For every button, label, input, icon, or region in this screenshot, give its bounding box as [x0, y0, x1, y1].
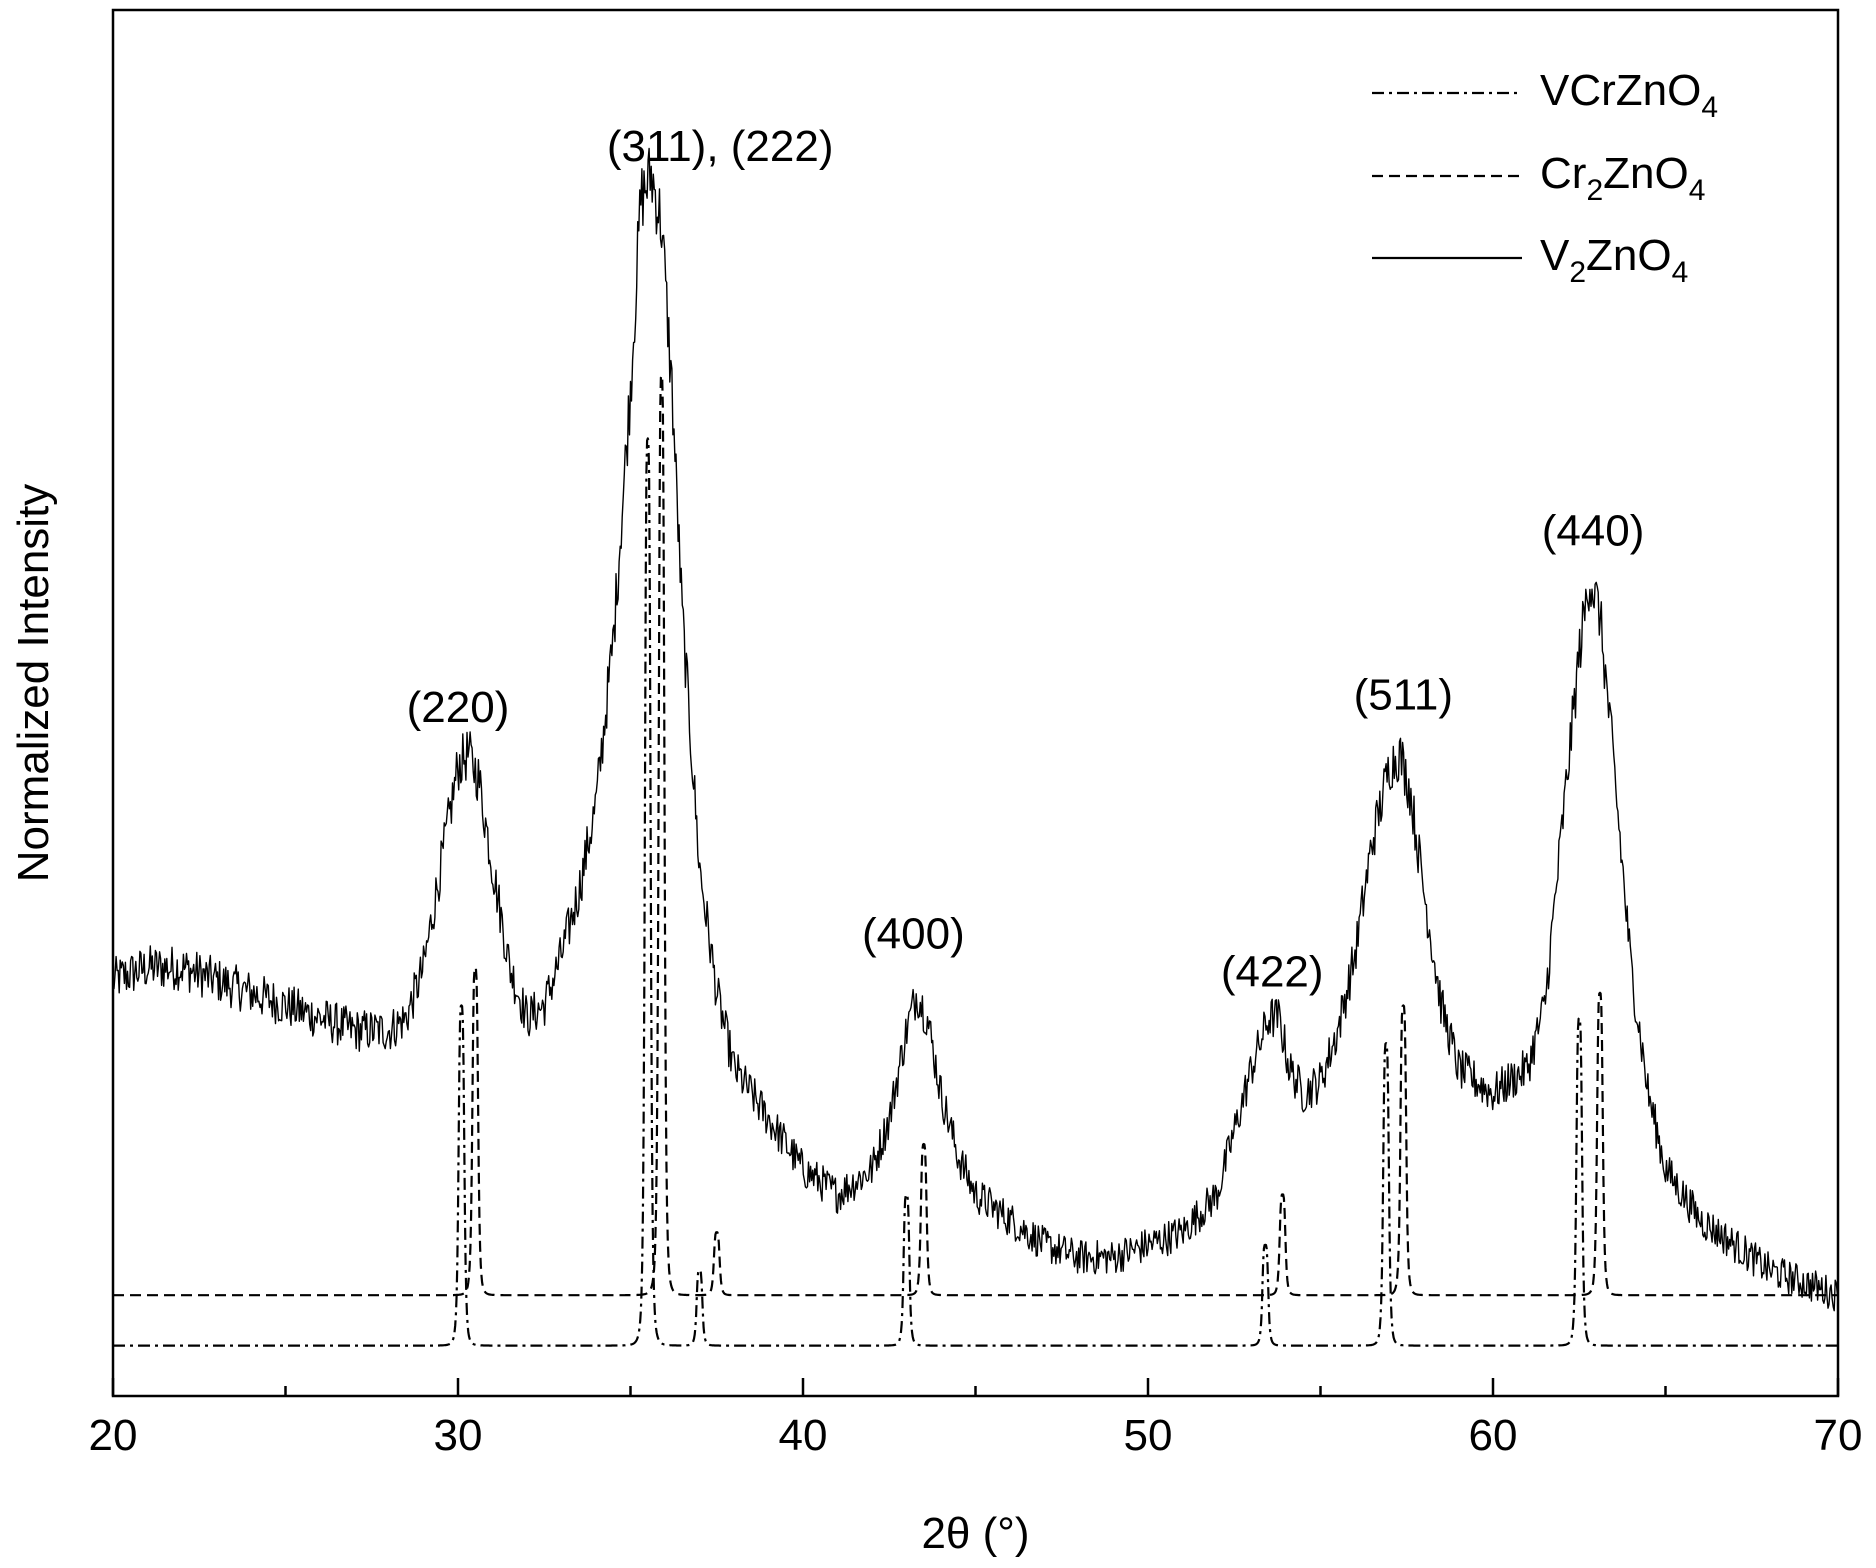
- x-tick-label: 40: [779, 1411, 828, 1460]
- legend-label: V2ZnO4: [1540, 231, 1688, 289]
- x-tick-label: 30: [434, 1411, 483, 1460]
- series-layer: [112, 147, 1839, 1347]
- peak-label: (400): [862, 910, 965, 959]
- x-tick-label: 60: [1469, 1411, 1518, 1460]
- peak-label: (511): [1354, 670, 1453, 719]
- series-line-V2ZnO4: [112, 147, 1838, 1312]
- legend-label: Cr2ZnO4: [1540, 149, 1705, 207]
- series-line-VCrZnO4: [112, 437, 1839, 1347]
- x-axis: 20 30 40 50 60 70: [89, 1378, 1863, 1460]
- legend: VCrZnO4 Cr2ZnO4 V2ZnO4: [1372, 66, 1718, 289]
- peak-label: (422): [1221, 948, 1324, 997]
- peak-label: (440): [1542, 507, 1645, 556]
- x-tick-label: 50: [1124, 1411, 1173, 1460]
- x-tick-label: 20: [89, 1411, 138, 1460]
- peak-labels: (220) (311), (222) (400) (422) (511) (440): [407, 122, 1645, 996]
- y-axis-title: Normalized Intensity: [9, 484, 58, 883]
- series-line-Cr2ZnO4: [112, 374, 1839, 1297]
- peak-label: (311), (222): [607, 122, 834, 171]
- x-tick-label: 70: [1814, 1411, 1863, 1460]
- legend-label: VCrZnO4: [1540, 66, 1718, 124]
- peak-label: (220): [407, 683, 510, 732]
- x-axis-title: 2θ (°): [921, 1509, 1029, 1558]
